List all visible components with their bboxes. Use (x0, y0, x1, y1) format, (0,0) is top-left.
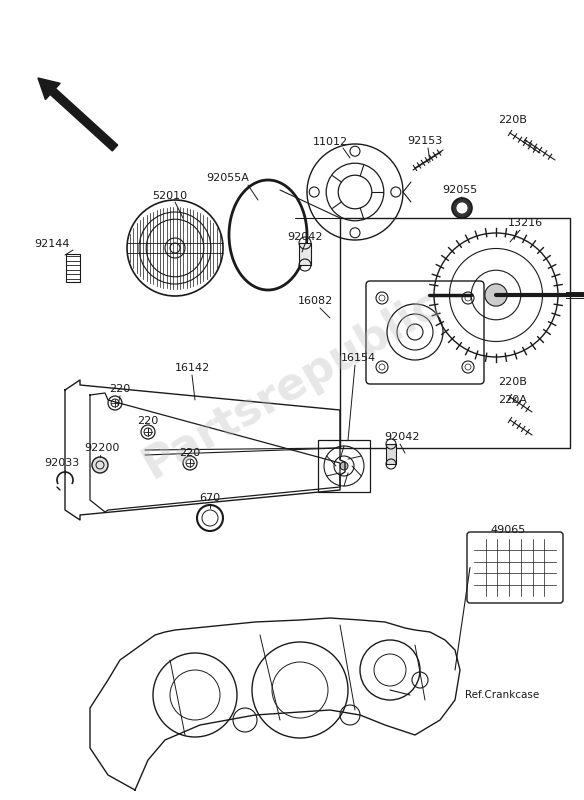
Text: 220: 220 (109, 384, 131, 394)
Bar (299, 243, 311, 265)
Text: 220: 220 (137, 416, 159, 426)
Bar (386, 444, 396, 464)
Text: 49065: 49065 (491, 525, 526, 535)
Text: 220A: 220A (499, 395, 527, 405)
Text: 670: 670 (200, 493, 221, 503)
Bar (66, 254, 80, 282)
Text: 11012: 11012 (312, 137, 347, 147)
Text: Ref.Crankcase: Ref.Crankcase (465, 690, 539, 700)
Text: 13216: 13216 (507, 218, 543, 228)
Text: 92144: 92144 (34, 239, 69, 249)
Text: 92033: 92033 (44, 458, 79, 468)
FancyArrow shape (38, 78, 118, 151)
Text: 16082: 16082 (297, 296, 333, 306)
Circle shape (452, 198, 472, 218)
Text: Partsrepublic: Partsrepublic (136, 282, 448, 486)
Text: 92200: 92200 (84, 443, 120, 453)
Text: 16154: 16154 (340, 353, 376, 363)
Text: 92153: 92153 (408, 136, 443, 146)
Circle shape (485, 284, 507, 306)
Bar (340, 218, 570, 448)
Text: 16142: 16142 (175, 363, 210, 373)
Text: 92042: 92042 (287, 232, 323, 242)
Circle shape (457, 203, 467, 213)
Text: 92042: 92042 (384, 432, 420, 442)
Text: 52010: 52010 (152, 191, 187, 201)
Circle shape (340, 462, 348, 470)
Text: 220B: 220B (499, 377, 527, 387)
Text: 92055: 92055 (442, 185, 478, 195)
Bar (318, 440, 370, 492)
Text: 220: 220 (179, 448, 201, 458)
Text: 92055A: 92055A (207, 173, 249, 183)
Text: 220B: 220B (499, 115, 527, 125)
Circle shape (92, 457, 108, 473)
